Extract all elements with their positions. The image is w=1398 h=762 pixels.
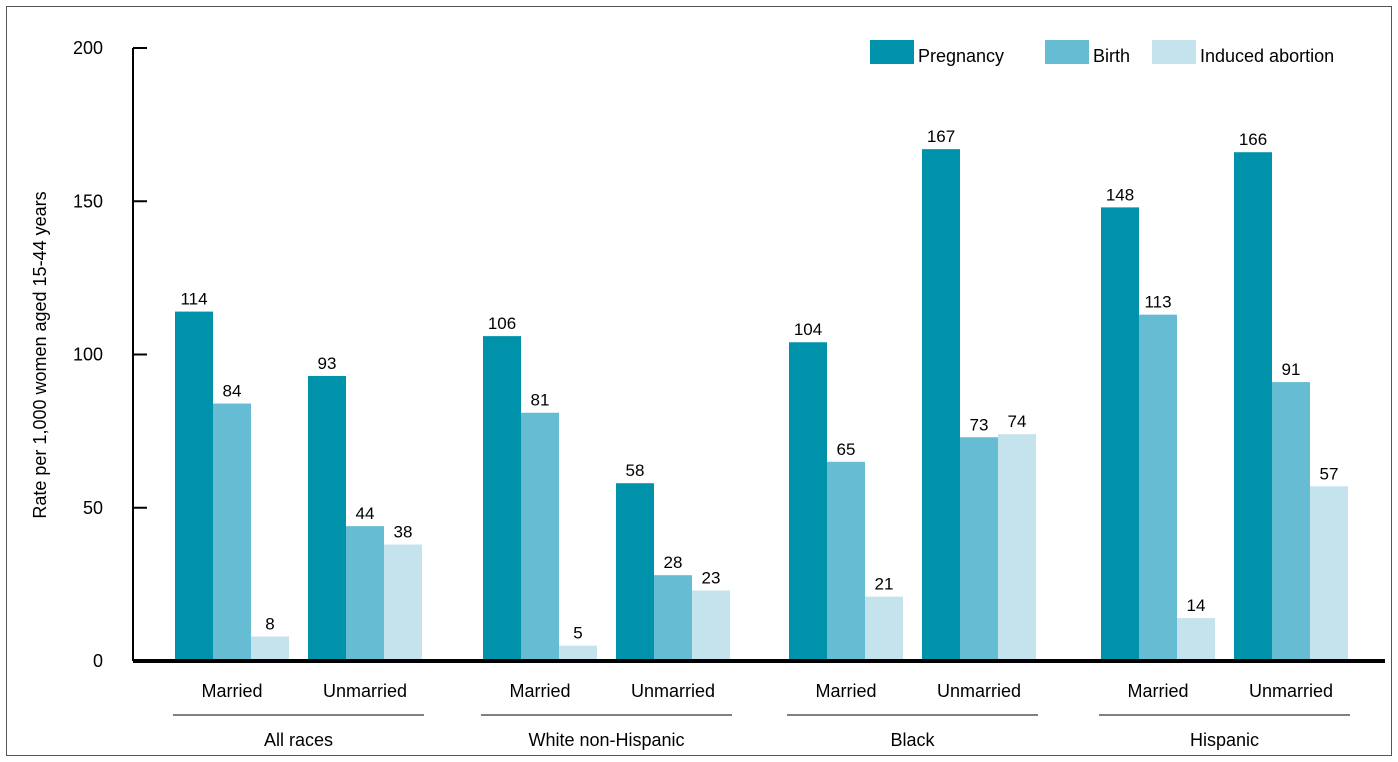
- y-tick-label: 0: [93, 651, 103, 671]
- data-label: 104: [794, 320, 822, 339]
- category-label: Unmarried: [323, 681, 407, 701]
- group-label: Hispanic: [1190, 730, 1259, 750]
- bar-pregnancy: [483, 336, 521, 661]
- data-label: 84: [223, 382, 242, 401]
- bar-pregnancy: [1234, 152, 1272, 661]
- data-label: 114: [180, 290, 207, 309]
- y-tick-label: 50: [83, 498, 103, 518]
- bar-pregnancy: [922, 149, 960, 661]
- bar-induced-abortion: [692, 590, 730, 661]
- group-label: Black: [890, 730, 935, 750]
- legend-swatch-induced-abortion: [1152, 40, 1196, 64]
- data-label: 166: [1239, 130, 1267, 149]
- data-label: 8: [265, 614, 274, 633]
- category-label: Married: [509, 681, 570, 701]
- legend: Pregnancy Birth Induced abortion: [870, 40, 1334, 66]
- data-label: 57: [1320, 464, 1339, 483]
- bar-pregnancy: [616, 483, 654, 661]
- x-axis: Married Unmarried All races Married Unmarrie…: [133, 659, 1385, 750]
- y-tick-label: 100: [73, 345, 103, 365]
- bar-pregnancy: [175, 311, 213, 661]
- bar-birth: [521, 412, 559, 661]
- chart-frame: [6, 6, 1392, 756]
- bar-birth: [827, 461, 865, 661]
- bar-birth: [654, 575, 692, 661]
- data-label: 113: [1144, 293, 1171, 312]
- legend-swatch-pregnancy: [870, 40, 914, 64]
- data-label: 5: [573, 624, 582, 643]
- bar-birth: [1272, 382, 1310, 661]
- data-label: 28: [664, 553, 683, 572]
- bar-induced-abortion: [865, 596, 903, 661]
- data-label: 38: [394, 523, 413, 542]
- data-label: 73: [970, 415, 989, 434]
- data-label: 23: [702, 569, 721, 588]
- bar-induced-abortion: [384, 544, 422, 661]
- category-label: Unmarried: [1249, 681, 1333, 701]
- data-label: 91: [1282, 360, 1301, 379]
- legend-swatch-birth: [1045, 40, 1089, 64]
- data-label: 74: [1008, 412, 1027, 431]
- bar-pregnancy: [789, 342, 827, 661]
- bars: 114 84 8 93 44 38 106 81 5 58 28 23 104 65 21 167 73 74 14…: [175, 127, 1348, 661]
- legend-label: Pregnancy: [918, 46, 1004, 66]
- bar-birth: [213, 403, 251, 661]
- bar-pregnancy: [308, 375, 346, 661]
- data-label: 81: [531, 391, 550, 410]
- category-label: Unmarried: [937, 681, 1021, 701]
- data-label: 148: [1106, 185, 1134, 204]
- data-label: 44: [356, 504, 375, 523]
- bar-pregnancy: [1101, 207, 1139, 661]
- bar-induced-abortion: [251, 636, 289, 661]
- legend-label: Birth: [1093, 46, 1130, 66]
- y-tick-label: 150: [73, 191, 103, 211]
- group-label: White non-Hispanic: [528, 730, 684, 750]
- y-tick-label: 200: [73, 38, 103, 58]
- data-label: 167: [927, 127, 955, 146]
- bar-induced-abortion: [1177, 618, 1215, 661]
- bar-birth: [960, 437, 998, 661]
- data-label: 14: [1187, 596, 1206, 615]
- data-label: 93: [318, 354, 337, 373]
- data-label: 65: [837, 440, 856, 459]
- bar-induced-abortion: [1310, 486, 1348, 661]
- data-label: 21: [875, 575, 894, 594]
- y-axis: 0 50 100 150 200: [73, 38, 147, 671]
- category-label: Married: [815, 681, 876, 701]
- bar-induced-abortion: [998, 434, 1036, 661]
- bar-birth: [346, 526, 384, 661]
- bar-induced-abortion: [559, 645, 597, 661]
- data-label: 58: [626, 461, 645, 480]
- bar-birth: [1139, 314, 1177, 661]
- group-label: All races: [264, 730, 333, 750]
- category-label: Married: [201, 681, 262, 701]
- legend-label: Induced abortion: [1200, 46, 1334, 66]
- category-label: Married: [1127, 681, 1188, 701]
- y-axis-label: Rate per 1,000 women aged 15-44 years: [30, 191, 50, 518]
- data-label: 106: [488, 314, 516, 333]
- category-label: Unmarried: [631, 681, 715, 701]
